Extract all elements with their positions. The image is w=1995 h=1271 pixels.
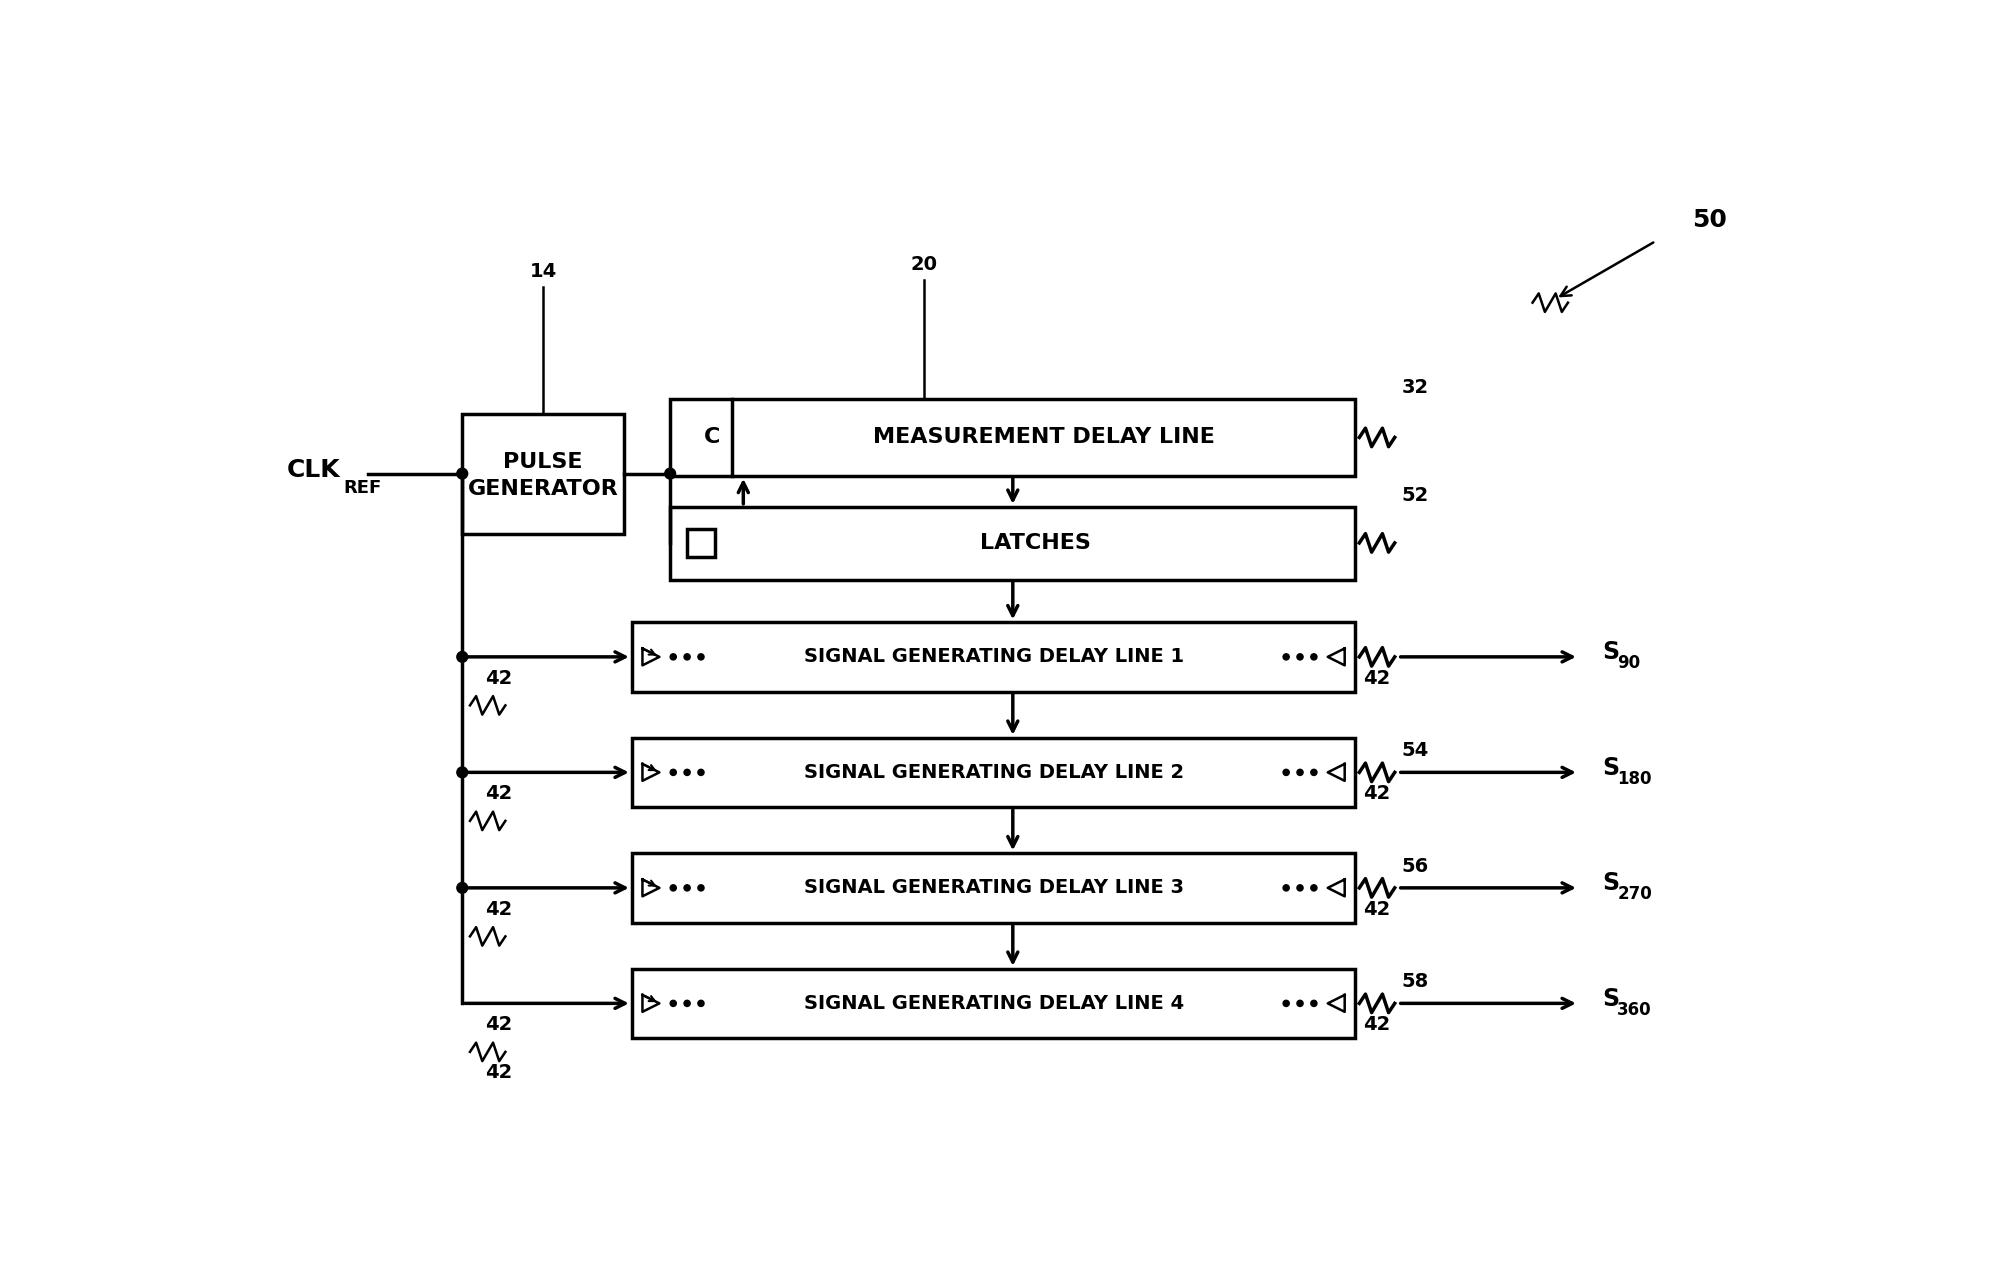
Circle shape [698,885,704,891]
Circle shape [1283,1000,1289,1007]
Circle shape [1311,653,1317,660]
Text: 14: 14 [529,262,557,281]
Bar [463,414,624,534]
Circle shape [684,653,690,660]
Text: SIGNAL GENERATING DELAY LINE 4: SIGNAL GENERATING DELAY LINE 4 [804,994,1183,1013]
Text: CLK: CLK [287,458,341,482]
Circle shape [457,468,467,479]
Circle shape [670,885,676,891]
Text: 42: 42 [485,1063,513,1082]
Circle shape [1283,885,1289,891]
Text: SIGNAL GENERATING DELAY LINE 2: SIGNAL GENERATING DELAY LINE 2 [804,763,1183,782]
Text: 42: 42 [485,784,513,803]
Circle shape [670,1000,676,1007]
Circle shape [1283,653,1289,660]
Bar [670,399,1355,475]
Text: 90: 90 [1618,655,1640,672]
Text: PULSE: PULSE [503,451,583,472]
Text: 270: 270 [1618,885,1652,902]
Text: 54: 54 [1402,741,1428,760]
Text: S: S [1602,986,1620,1010]
Bar [632,853,1355,923]
Text: S: S [1602,871,1620,895]
Text: 50: 50 [1692,208,1728,233]
Circle shape [1297,1000,1303,1007]
Text: 42: 42 [1363,784,1391,803]
Circle shape [1311,769,1317,775]
Circle shape [1297,885,1303,891]
Bar [670,507,1355,580]
Circle shape [1283,769,1289,775]
Text: 180: 180 [1618,769,1652,788]
Text: REF: REF [343,479,381,497]
Circle shape [1311,885,1317,891]
Text: 42: 42 [1363,900,1391,919]
Text: 20: 20 [912,254,938,273]
Text: C: C [704,427,720,447]
Circle shape [698,653,704,660]
Text: 42: 42 [485,900,513,919]
Circle shape [1297,653,1303,660]
Circle shape [670,653,676,660]
Text: 360: 360 [1618,1000,1652,1018]
Text: S: S [1602,756,1620,779]
Circle shape [457,652,467,662]
Circle shape [1297,769,1303,775]
Text: SIGNAL GENERATING DELAY LINE 3: SIGNAL GENERATING DELAY LINE 3 [804,878,1183,897]
Circle shape [684,885,690,891]
Text: 52: 52 [1402,486,1428,505]
Text: MEASUREMENT DELAY LINE: MEASUREMENT DELAY LINE [872,427,1215,447]
Circle shape [698,1000,704,1007]
Text: 42: 42 [1363,1016,1391,1035]
Text: S: S [1602,641,1620,665]
Circle shape [664,468,676,479]
Circle shape [1311,1000,1317,1007]
Text: LATCHES: LATCHES [980,534,1091,553]
Bar [632,623,1355,691]
Text: 42: 42 [485,1016,513,1035]
Text: 42: 42 [485,669,513,688]
Circle shape [457,766,467,778]
Text: SIGNAL GENERATING DELAY LINE 1: SIGNAL GENERATING DELAY LINE 1 [804,647,1183,666]
Text: 58: 58 [1402,972,1428,991]
Text: 56: 56 [1402,857,1428,876]
Text: 42: 42 [1363,669,1391,688]
Circle shape [698,769,704,775]
Bar [686,529,714,557]
Circle shape [684,1000,690,1007]
Text: GENERATOR: GENERATOR [467,479,618,500]
Circle shape [457,882,467,894]
Circle shape [670,769,676,775]
Bar [632,737,1355,807]
Text: 32: 32 [1402,377,1428,397]
Circle shape [684,769,690,775]
Bar [632,969,1355,1038]
